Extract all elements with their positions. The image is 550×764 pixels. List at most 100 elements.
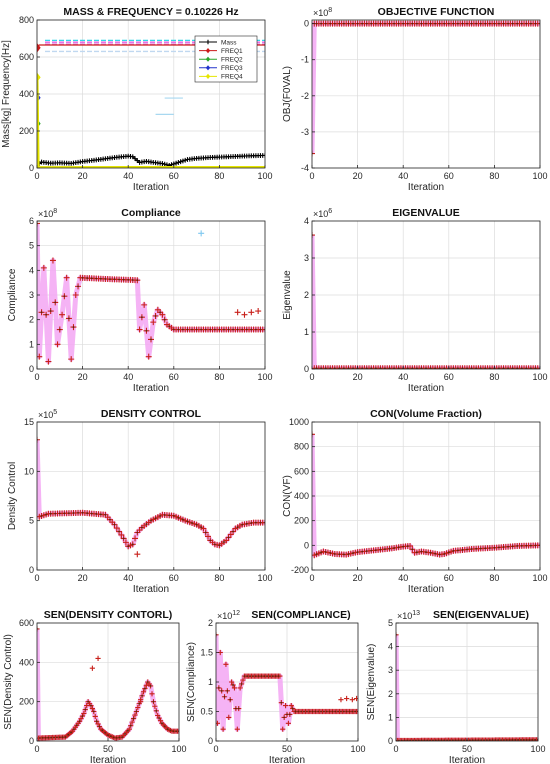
plot-marks <box>312 232 540 369</box>
plot-marks <box>312 20 540 157</box>
point-core <box>324 367 327 369</box>
point-core <box>101 729 104 732</box>
point-core <box>480 739 483 741</box>
point <box>282 703 289 709</box>
point-core <box>145 523 148 526</box>
point-core <box>175 730 178 733</box>
point <box>45 358 52 365</box>
x-tick-label: 60 <box>444 171 454 181</box>
point-core <box>329 552 332 554</box>
x-tick-label: 40 <box>398 171 408 181</box>
chart-title: DENSITY CONTROL <box>101 408 202 420</box>
point-core <box>484 547 487 550</box>
point-mass <box>178 159 184 165</box>
point <box>535 737 538 741</box>
point-core <box>370 22 373 25</box>
point-core <box>466 548 468 551</box>
point-core <box>249 675 251 677</box>
point-extra <box>138 699 144 705</box>
point-core <box>136 279 139 282</box>
point <box>129 719 135 725</box>
axes-box <box>311 19 541 169</box>
point-core <box>200 328 203 331</box>
point-core <box>331 710 334 713</box>
point-core <box>397 546 400 549</box>
y-tick-label: -200 <box>291 565 309 575</box>
point-core <box>152 700 155 703</box>
point-core <box>338 22 341 25</box>
y-tick-label: 600 <box>19 52 34 62</box>
y-tick-label: 200 <box>294 516 309 526</box>
point-core <box>132 717 135 720</box>
point-core <box>474 739 477 741</box>
point-core <box>534 738 537 741</box>
point-core <box>397 367 400 369</box>
point-core <box>447 551 450 554</box>
point-core <box>477 739 480 741</box>
legend-entry: FREQ1 <box>221 48 243 55</box>
point-extra <box>349 697 355 703</box>
point-core <box>425 22 427 25</box>
point <box>140 689 147 695</box>
x-axis-label: Iteration <box>90 755 126 764</box>
point <box>135 704 141 711</box>
point-core <box>45 513 48 516</box>
point-core <box>320 367 323 369</box>
point-core <box>283 716 286 719</box>
point-core <box>58 736 61 739</box>
point-core <box>172 514 175 517</box>
point-core <box>182 518 184 521</box>
point-core <box>68 317 70 320</box>
point-core <box>63 295 66 298</box>
point-core <box>209 328 212 331</box>
legend-entry: FREQ3 <box>221 65 243 72</box>
point-core <box>163 725 166 728</box>
point-core <box>502 22 505 25</box>
point <box>157 718 164 724</box>
point-core <box>53 736 55 739</box>
point-core <box>434 552 437 555</box>
point <box>92 713 98 720</box>
point-core <box>315 367 318 369</box>
y-axis-label: Density Control <box>7 462 18 530</box>
point-core <box>243 675 246 677</box>
point-core <box>463 739 466 741</box>
point-core <box>122 537 125 540</box>
point-core <box>236 328 239 331</box>
point-core <box>507 22 509 25</box>
point <box>136 326 143 333</box>
axis-exponent: ×108 <box>38 208 57 219</box>
point-core <box>223 695 226 698</box>
point-core <box>361 367 364 369</box>
point-core <box>166 728 169 731</box>
point-core <box>277 675 280 677</box>
point-core <box>429 22 432 25</box>
point-core <box>254 328 257 331</box>
x-tick-label: 0 <box>309 372 314 382</box>
point-core <box>370 549 373 552</box>
point-extra <box>241 311 248 318</box>
point-core <box>333 367 336 369</box>
point-core <box>145 329 148 332</box>
point-core <box>493 22 496 25</box>
x-tick-label: 20 <box>78 171 88 181</box>
point-core <box>466 367 468 369</box>
point-core <box>443 22 446 25</box>
point <box>280 726 286 732</box>
point-core <box>384 22 386 25</box>
point-core <box>470 548 473 550</box>
point-core <box>415 22 418 25</box>
point-core <box>406 22 409 25</box>
point-core <box>485 739 488 741</box>
plot-marks <box>312 431 540 559</box>
point-core <box>195 523 198 526</box>
point-core <box>315 22 318 25</box>
y-tick-label: 5 <box>388 618 393 628</box>
point-core <box>220 689 223 692</box>
point-core <box>288 713 291 716</box>
point-core <box>266 675 269 677</box>
y-tick-label: 1 <box>29 339 34 349</box>
point-core <box>429 551 432 554</box>
x-tick-label: 80 <box>214 372 224 382</box>
